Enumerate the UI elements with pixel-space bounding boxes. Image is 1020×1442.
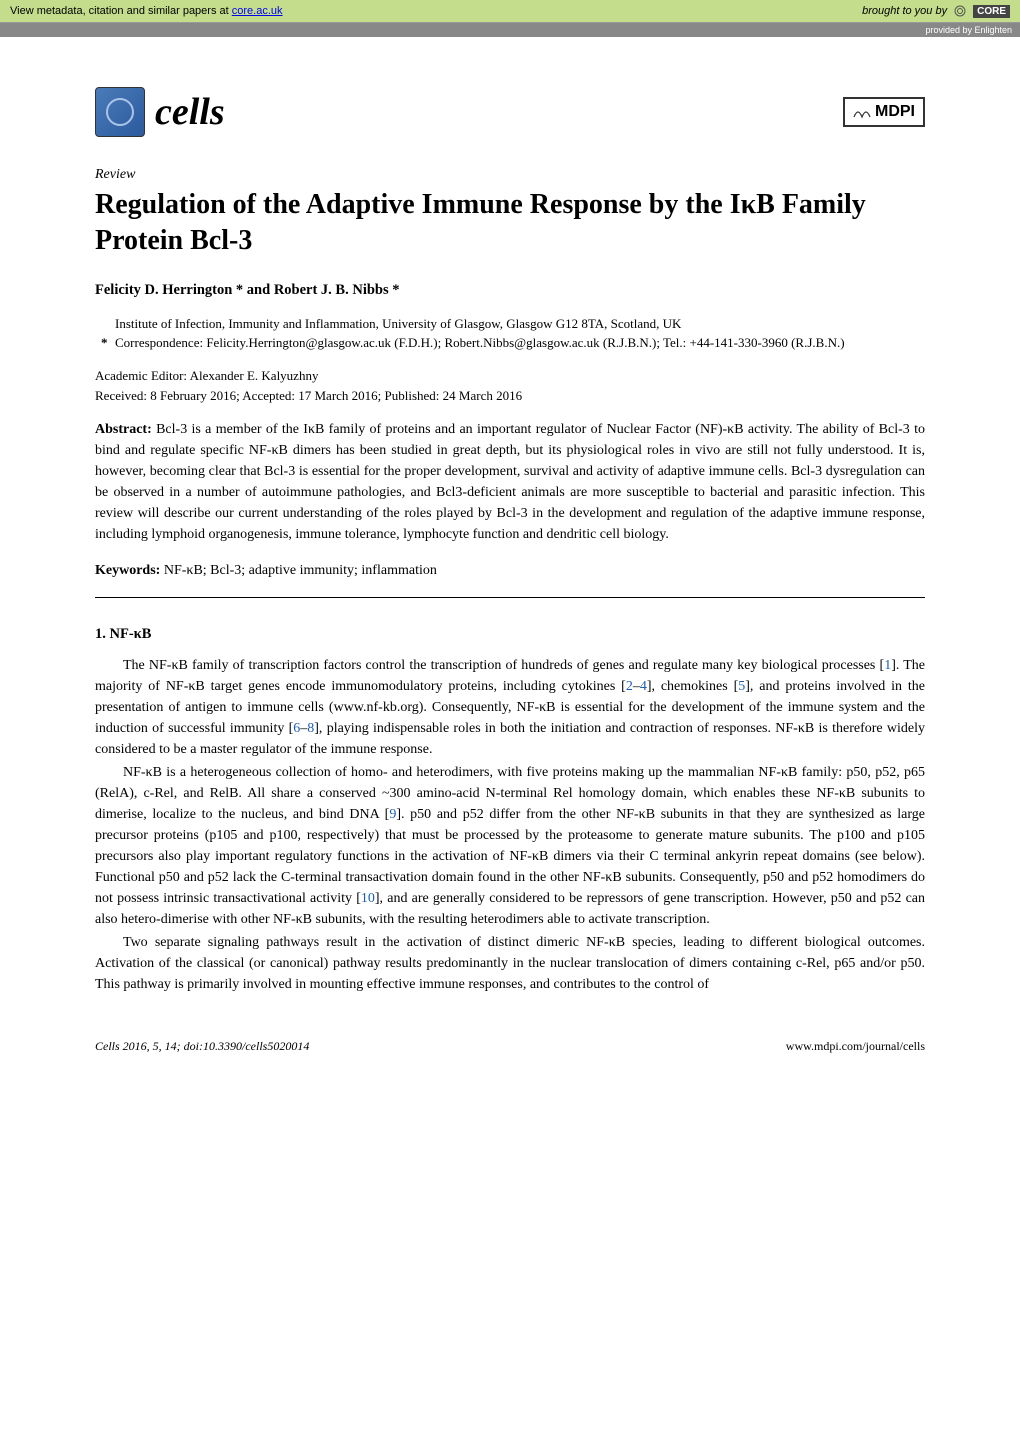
editor-block: Academic Editor: Alexander E. Kalyuzhny … [95, 366, 925, 405]
citation-link[interactable]: 2 [626, 679, 633, 694]
body-paragraph-3: Two separate signaling pathways result i… [95, 932, 925, 995]
article-dates: Received: 8 February 2016; Accepted: 17 … [95, 386, 925, 406]
journal-name: cells [155, 90, 225, 134]
footer-url: www.mdpi.com/journal/cells [786, 1039, 925, 1054]
core-badge: CORE [973, 5, 1010, 18]
publisher-name: MDPI [875, 103, 915, 121]
correspondence: Correspondence: Felicity.Herrington@glas… [115, 334, 845, 353]
affiliation-block: Institute of Infection, Immunity and Inf… [95, 315, 925, 353]
correspondence-star: * [101, 334, 115, 353]
banner-prefix: brought to you by [862, 5, 947, 17]
abstract-text: Bcl-3 is a member of the IκB family of p… [95, 422, 925, 542]
mdpi-wave-icon [853, 103, 871, 121]
footer-citation: Cells 2016, 5, 14; doi:10.3390/cells5020… [95, 1039, 309, 1054]
page-footer: Cells 2016, 5, 14; doi:10.3390/cells5020… [95, 1035, 925, 1054]
abstract-label: Abstract: [95, 422, 152, 437]
publisher-logo: MDPI [843, 97, 925, 127]
body-paragraph-2: NF-κB is a heterogeneous collection of h… [95, 762, 925, 930]
affiliation: Institute of Infection, Immunity and Inf… [115, 315, 925, 334]
body-paragraph-1: The NF-κB family of transcription factor… [95, 655, 925, 760]
separator-rule [95, 597, 925, 598]
article-type: Review [95, 167, 925, 183]
core-swirl-icon [953, 4, 967, 18]
core-link[interactable]: core.ac.uk [232, 5, 283, 17]
abstract: Abstract: Bcl-3 is a member of the IκB f… [95, 419, 925, 545]
citation-link[interactable]: 10 [361, 891, 375, 906]
keywords-label: Keywords: [95, 563, 160, 578]
citation-link[interactable]: 4 [640, 679, 647, 694]
banner-provided-by: provided by Enlighten [0, 23, 1020, 37]
banner-right: brought to you by CORE [862, 4, 1010, 18]
academic-editor: Academic Editor: Alexander E. Kalyuzhny [95, 366, 925, 386]
journal-logo: cells [95, 87, 225, 137]
banner-left: View metadata, citation and similar pape… [10, 5, 283, 17]
authors: Felicity D. Herrington * and Robert J. B… [95, 282, 925, 299]
banner-left-text: View metadata, citation and similar pape… [10, 5, 232, 17]
keywords: Keywords: NF-κB; Bcl-3; adaptive immunit… [95, 563, 925, 579]
core-banner: View metadata, citation and similar pape… [0, 0, 1020, 23]
article-title: Regulation of the Adaptive Immune Respon… [95, 187, 925, 260]
correspondence-row: * Correspondence: Felicity.Herrington@gl… [115, 334, 925, 353]
section-heading: 1. NF-κB [95, 626, 925, 643]
header-row: cells MDPI [95, 87, 925, 137]
page-content: cells MDPI Review Regulation of the Adap… [0, 37, 1020, 1084]
cells-icon [95, 87, 145, 137]
keywords-text: NF-κB; Bcl-3; adaptive immunity; inflamm… [160, 563, 437, 578]
